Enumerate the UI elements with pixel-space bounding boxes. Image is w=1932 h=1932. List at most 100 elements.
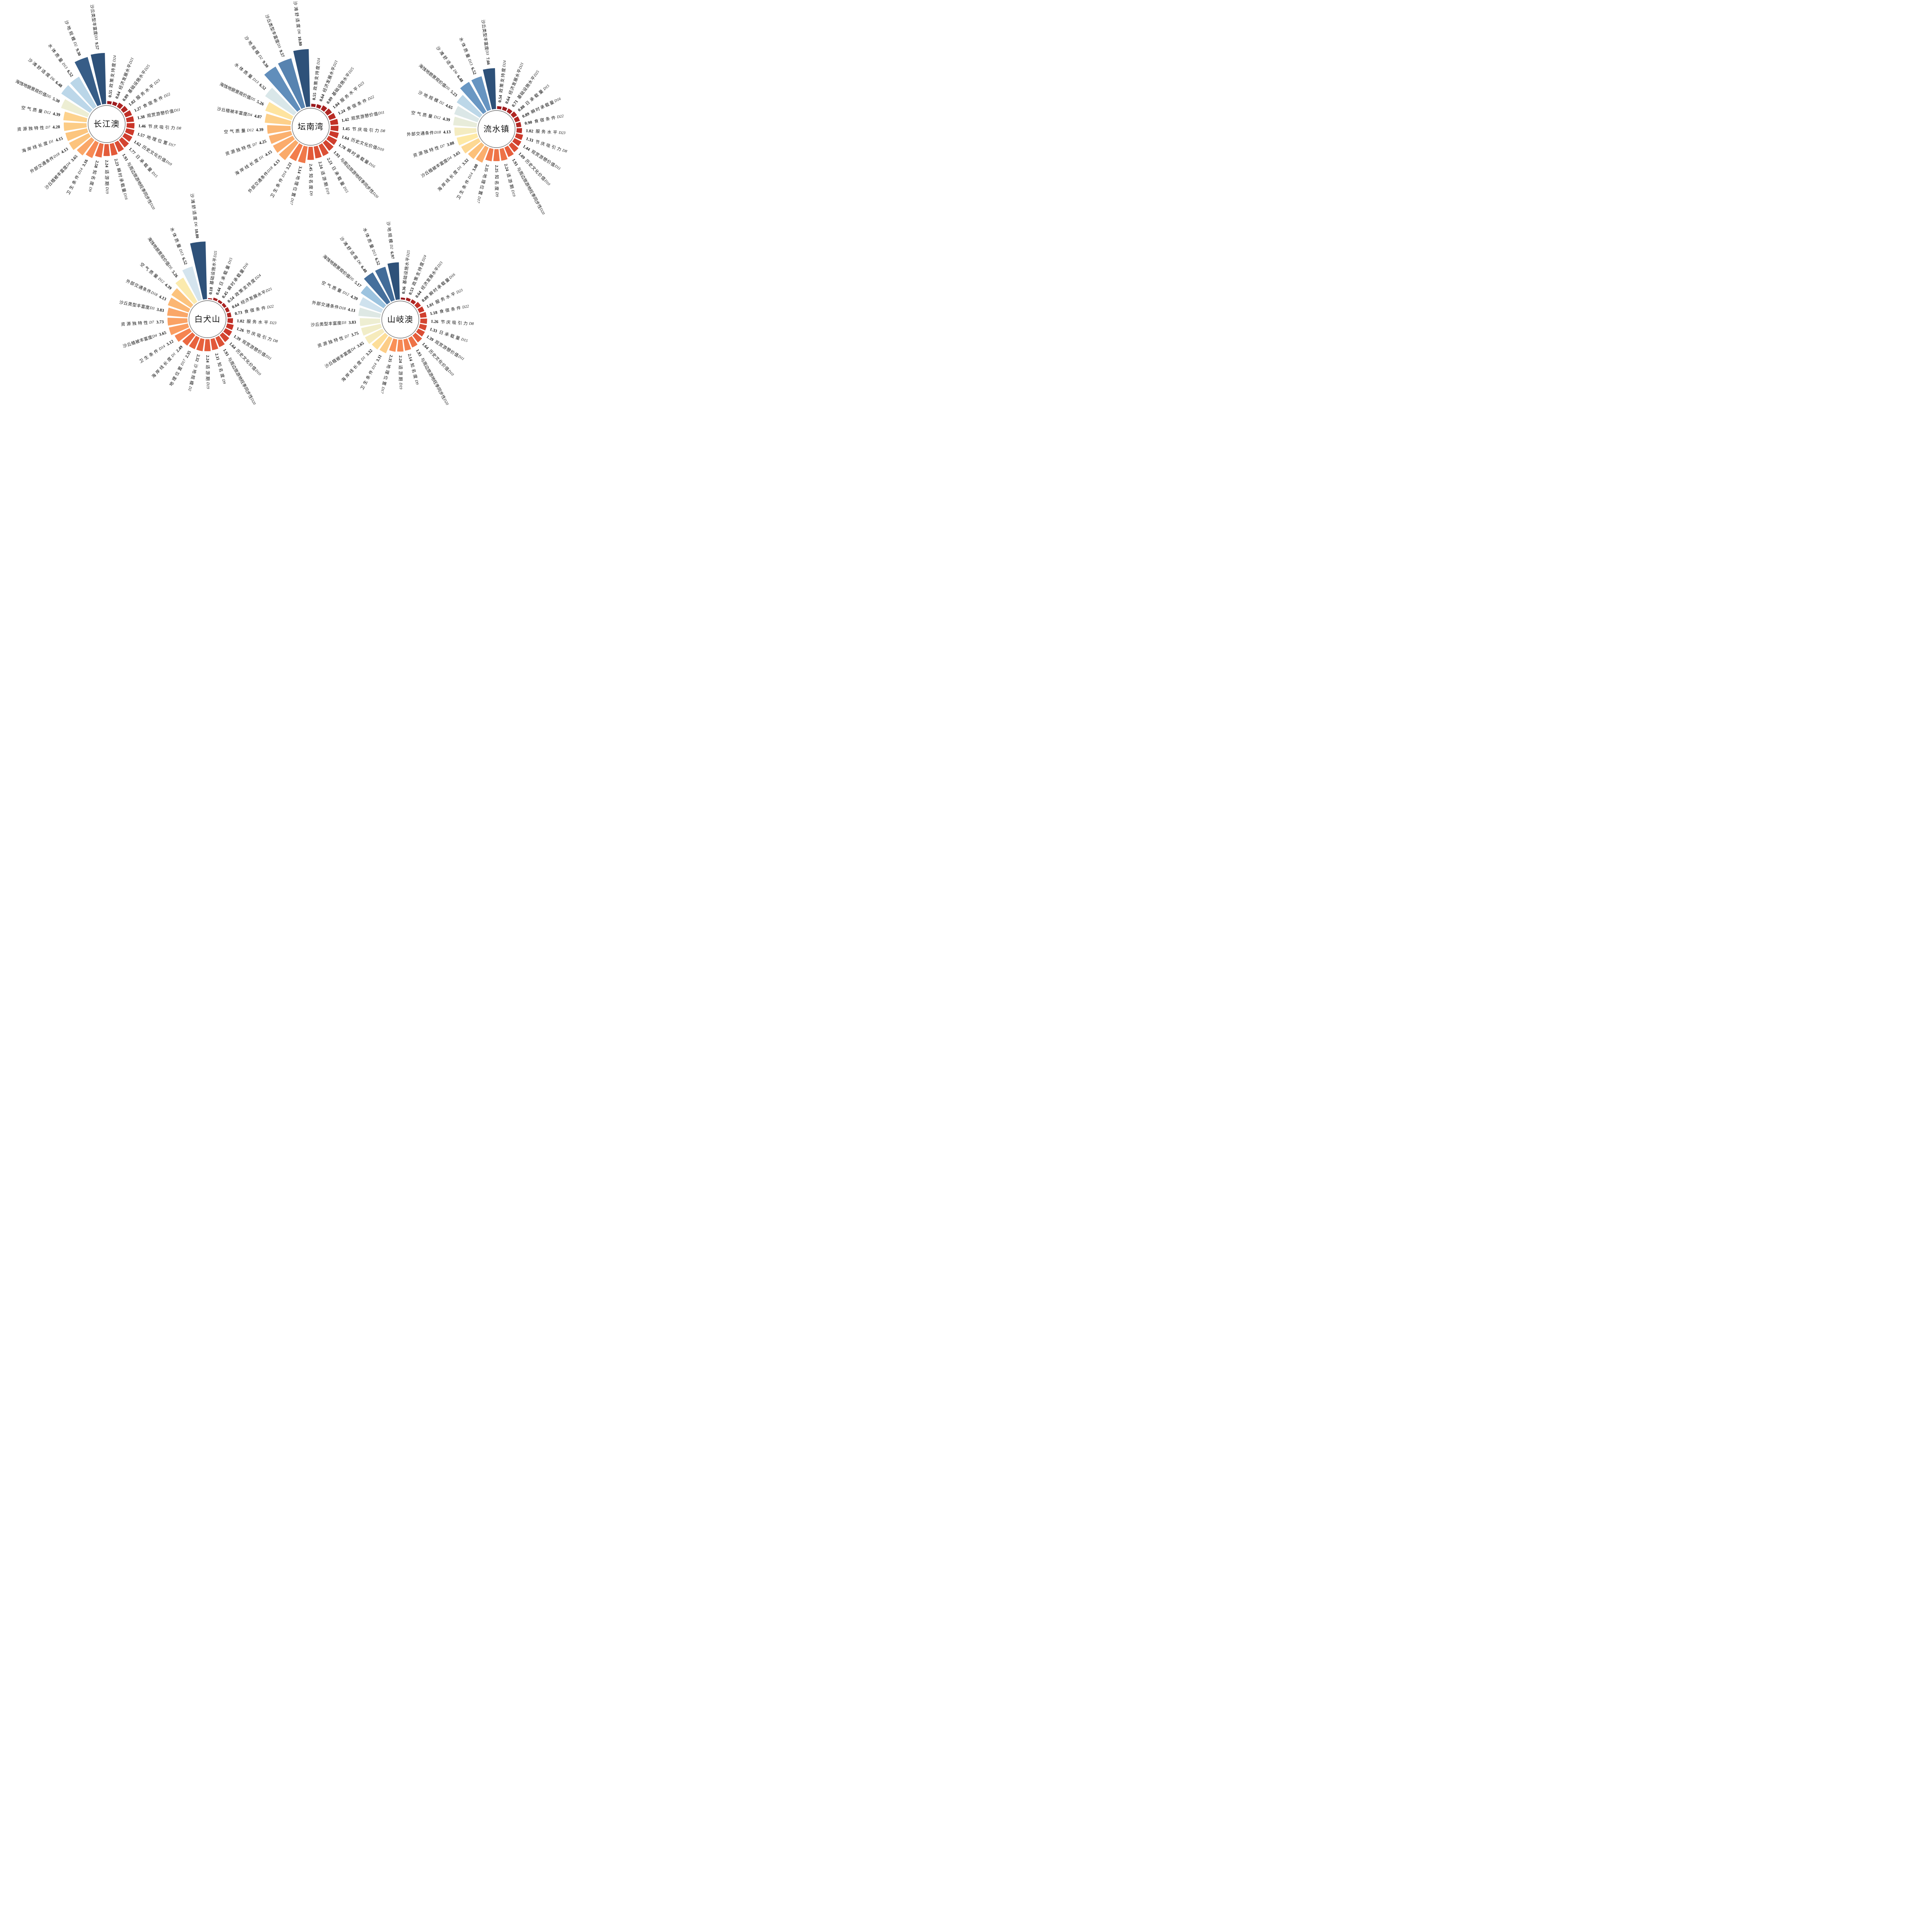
- bar-wedge-流水镇-D1: [468, 142, 485, 159]
- bar-label-坛南湾-D8: 1.45 节庆吸引力D8: [342, 126, 386, 134]
- label-value: 1.64: [421, 342, 430, 350]
- bar-wedge-流水镇-D25: [507, 108, 513, 114]
- bar-label-流水镇-D12: 空气质量D12 4.39: [411, 110, 451, 122]
- label-name: 资源独特性: [17, 125, 46, 132]
- label-code: D22: [556, 114, 564, 119]
- bar-wedge-流水镇-D13: [471, 76, 491, 111]
- bar-wedge-山岐澳-D6: [364, 272, 390, 305]
- label-value: 4.39: [256, 127, 264, 132]
- label-code: D7: [439, 144, 446, 150]
- label-name: 基础设施水平: [209, 257, 218, 285]
- label-name: 沙地规模: [188, 363, 199, 387]
- label-code: D8: [561, 148, 568, 154]
- label-name: 水体质量: [47, 43, 65, 65]
- label-value: 5.26: [171, 270, 179, 279]
- bar-label-白犬山-D19: 2.24 适游期D19: [205, 355, 210, 389]
- bar-label-白犬山-D7: 资源独特性D7 3.73: [121, 319, 164, 327]
- label-name: 沙地规模: [417, 89, 440, 104]
- center-circle: [189, 300, 226, 338]
- bar-label-流水镇-D3: 沙丘类型丰富度D37.66: [481, 19, 492, 65]
- label-code: D22: [462, 304, 469, 310]
- label-code: D7: [344, 334, 350, 340]
- bar-wedge-长江澳-D10: [122, 133, 133, 142]
- label-name: 节庆吸引力: [535, 139, 563, 153]
- label-name: 沙地规模: [243, 35, 262, 57]
- bar-wedge-白犬山-D20: [215, 335, 225, 347]
- label-name: 海蚀地貌景观价值: [418, 63, 447, 88]
- label-value: 0.55: [311, 92, 317, 100]
- bar-wedge-长江澳-D13: [70, 77, 97, 109]
- chart-流水镇: 流水镇0.54政策支持度D240.64经济发展水平D210.71基础设施水平D2…: [406, 19, 568, 216]
- label-code: D13: [467, 58, 473, 66]
- label-value: 0.64: [414, 290, 422, 299]
- label-value: 3.65: [70, 154, 78, 163]
- bar-wedge-坛南湾-D5: [265, 102, 294, 120]
- bar-wedge-白犬山-D19: [204, 339, 211, 351]
- label-code: D17: [289, 197, 294, 205]
- label-code: D12: [43, 110, 51, 115]
- label-value: 0.71: [511, 99, 519, 108]
- label-name: 沙丘植被丰富度: [323, 348, 352, 369]
- label-code: D18: [338, 306, 346, 311]
- label-name: 节庆吸引力: [440, 319, 469, 326]
- label-value: 5.17: [354, 280, 362, 289]
- label-name: 服务水平: [434, 291, 457, 305]
- label-value: 3.83: [156, 307, 165, 313]
- label-name: 历史文化价值: [141, 144, 168, 163]
- label-value: 6.52: [181, 257, 188, 265]
- label-name: 外部交通条件: [311, 299, 340, 310]
- bar-wedge-山岐澳-D14: [379, 336, 393, 354]
- bar-wedge-山岐澳-D3: [360, 318, 381, 327]
- label-name: 卫生条件: [455, 177, 471, 200]
- bar-wedge-坛南湾-D2: [264, 66, 301, 112]
- bar-wedge-坛南湾-D25: [321, 105, 327, 112]
- label-code: D6: [193, 221, 198, 227]
- bar-wedge-流水镇-D20: [504, 145, 514, 157]
- label-code: D2: [389, 244, 394, 250]
- label-value: 1.18: [430, 310, 438, 316]
- label-value: 3.75: [351, 331, 359, 338]
- label-code: D5: [249, 96, 256, 102]
- label-code: D18: [434, 130, 441, 135]
- bar-label-流水镇-D7: 资源独特性D7 3.88: [412, 139, 455, 158]
- bar-wedge-白犬山-D17: [189, 335, 200, 349]
- label-code: D8: [176, 126, 181, 131]
- bar-wedge-坛南湾-D20: [323, 140, 334, 151]
- bar-wedge-山岐澳-D2: [387, 262, 400, 300]
- label-value: 1.04: [332, 101, 341, 110]
- bar-label-流水镇-D23: 1.02 服务水平D23: [526, 128, 566, 135]
- label-name: 水体质量: [169, 226, 183, 250]
- label-value: 4.39: [442, 116, 451, 122]
- label-name: 食宿条件: [142, 94, 165, 109]
- bar-label-坛南湾-D3: 沙丘类型丰富度D39.57: [264, 14, 286, 58]
- label-name: 沙丘植被丰富度: [420, 157, 449, 179]
- label-name: 瞬时承载量: [346, 148, 370, 166]
- chart-title: 山岐澳: [387, 315, 413, 324]
- label-value: 6.97: [389, 251, 395, 259]
- bar-wedge-长江澳-D9: [95, 143, 104, 158]
- bar-wedge-白犬山-D14: [175, 328, 192, 342]
- bar-wedge-流水镇-D19: [499, 148, 508, 161]
- bar-wedge-山岐澳-D4: [365, 328, 385, 344]
- label-value: 3.14: [297, 166, 303, 174]
- label-value: 9.30: [75, 48, 82, 57]
- label-value: 2.24: [104, 160, 109, 168]
- label-value: 1.62: [133, 139, 142, 148]
- bar-wedge-白犬山-D25: [208, 298, 213, 300]
- bar-label-坛南湾-D12: 空气质量D12 4.39: [224, 126, 264, 134]
- bar-wedge-流水镇-D12: [453, 116, 478, 128]
- label-name: 沙地规模: [64, 19, 77, 43]
- bar-wedge-白犬山-D11: [223, 328, 232, 336]
- label-code: D9: [309, 190, 313, 196]
- bar-label-白犬山-D6: 沙滩舒适度D610.80: [189, 193, 201, 239]
- bar-wedge-白犬山-D16: [218, 299, 223, 304]
- label-name: 卫生条件: [359, 368, 375, 391]
- label-value: 3.32: [461, 158, 469, 167]
- label-code: D10: [376, 146, 384, 152]
- bar-label-山岐澳-D10: 1.64历史文化价值D10: [421, 341, 455, 377]
- label-value: 2.14: [407, 353, 413, 362]
- bar-wedge-山岐澳-D9: [403, 338, 412, 351]
- bar-wedge-长江澳-D5: [61, 99, 90, 117]
- bar-label-白犬山-D23: 1.02 服务水平D23: [237, 318, 277, 325]
- label-name: 服务水平: [536, 129, 559, 135]
